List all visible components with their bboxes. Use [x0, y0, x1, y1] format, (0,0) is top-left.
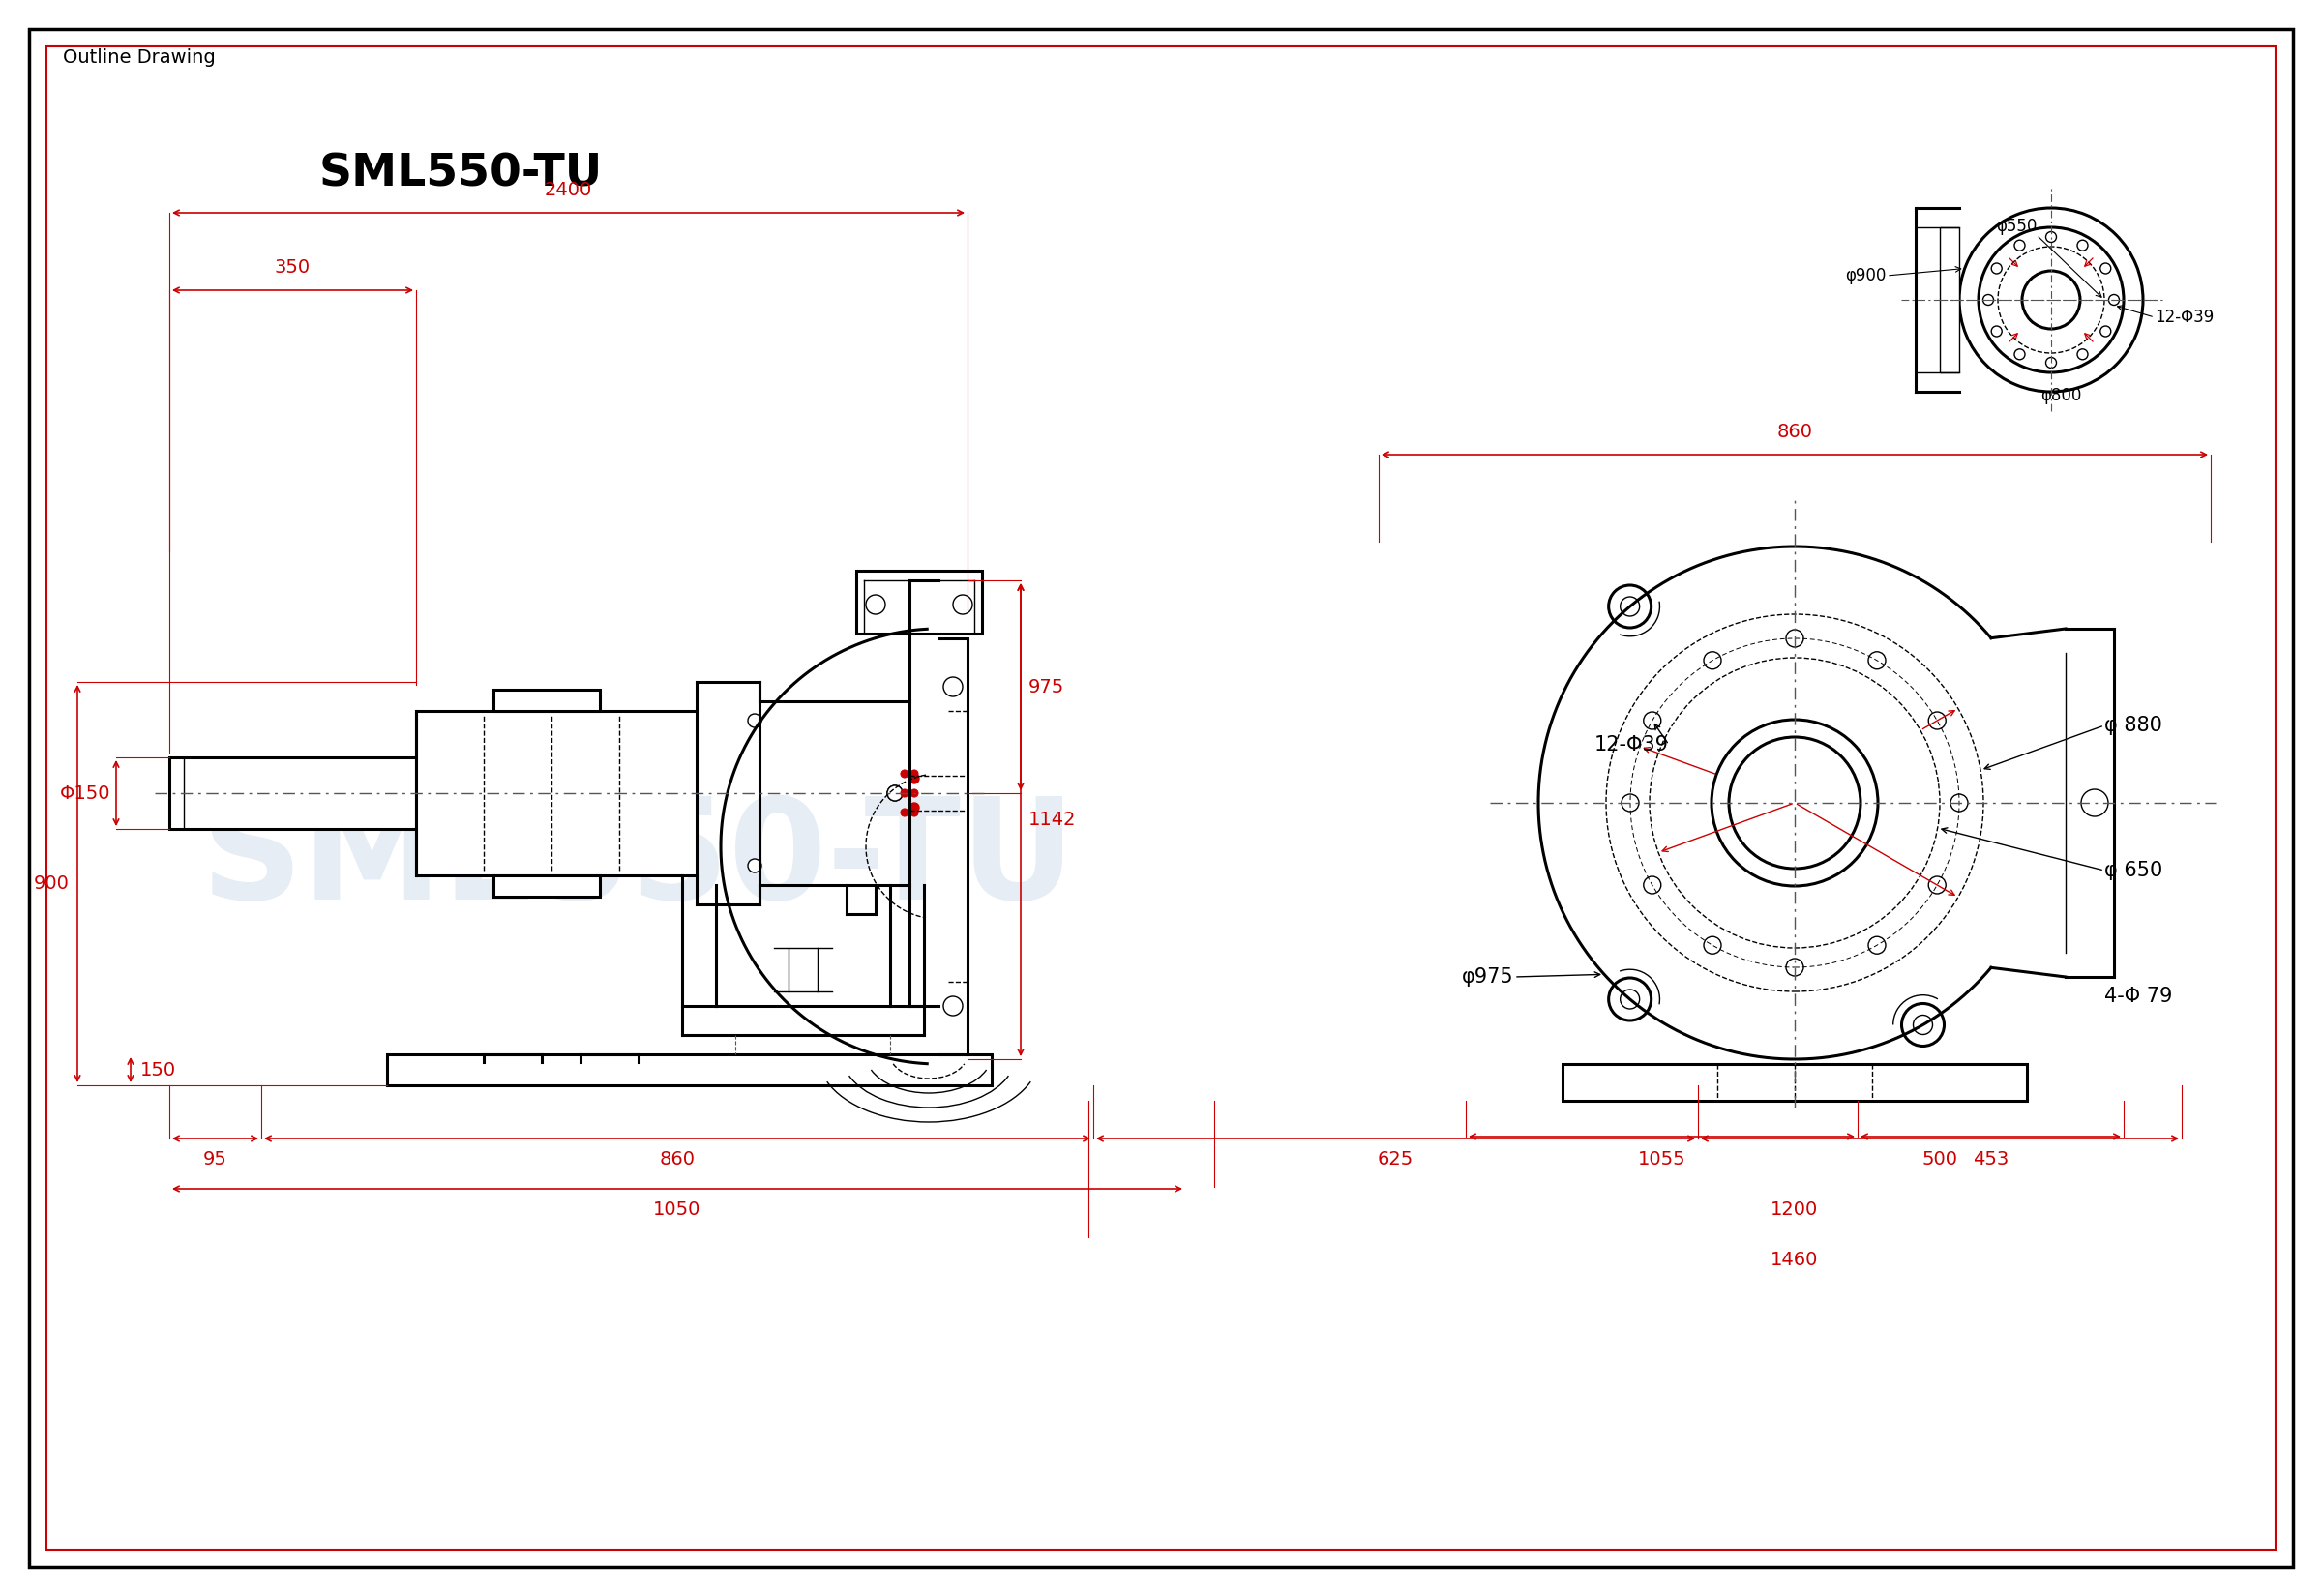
Circle shape: [1869, 937, 1885, 954]
Circle shape: [1704, 651, 1721, 669]
Circle shape: [1786, 959, 1804, 977]
Circle shape: [1704, 937, 1721, 954]
Bar: [416, 710, 697, 875]
Circle shape: [2022, 271, 2081, 329]
Circle shape: [2099, 326, 2111, 337]
Text: 500: 500: [1923, 1151, 1957, 1168]
Circle shape: [887, 785, 903, 801]
Text: SML550-TU: SML550-TU: [202, 793, 1075, 929]
Circle shape: [952, 595, 973, 614]
Circle shape: [2099, 263, 2111, 275]
Circle shape: [2108, 295, 2120, 305]
Bar: [1939, 227, 1960, 372]
Text: 2400: 2400: [546, 180, 592, 200]
Text: 975: 975: [1029, 678, 1063, 696]
Circle shape: [1644, 876, 1660, 894]
Circle shape: [1930, 712, 1946, 729]
Circle shape: [866, 595, 885, 614]
Text: 453: 453: [1974, 1151, 2009, 1168]
Text: 350: 350: [274, 259, 311, 276]
Circle shape: [901, 809, 908, 817]
Text: 1142: 1142: [1029, 811, 1077, 828]
Text: Outline Drawing: Outline Drawing: [63, 48, 216, 67]
Bar: [495, 689, 599, 710]
Circle shape: [910, 809, 917, 817]
Circle shape: [1869, 651, 1885, 669]
Text: 12-Φ39: 12-Φ39: [2155, 308, 2213, 326]
Circle shape: [1983, 295, 1995, 305]
Circle shape: [2081, 790, 2108, 817]
Text: 900: 900: [35, 875, 70, 892]
Text: φ975: φ975: [1463, 967, 1514, 986]
Circle shape: [1950, 795, 1969, 811]
Circle shape: [887, 785, 903, 801]
Circle shape: [1913, 1015, 1932, 1034]
Circle shape: [1992, 326, 2002, 337]
Bar: [857, 571, 982, 634]
Text: 860: 860: [659, 1151, 694, 1168]
Circle shape: [2078, 350, 2087, 359]
Text: φ900: φ900: [1846, 267, 1885, 284]
Text: φ550: φ550: [1995, 217, 2036, 235]
Text: 1460: 1460: [1772, 1251, 1818, 1269]
Circle shape: [2046, 231, 2057, 243]
Circle shape: [910, 774, 920, 784]
Text: φ 650: φ 650: [2104, 860, 2162, 881]
Circle shape: [1609, 978, 1651, 1020]
Circle shape: [2015, 239, 2025, 251]
Text: φ 880: φ 880: [2104, 715, 2162, 736]
Text: 1050: 1050: [652, 1200, 701, 1219]
Circle shape: [2046, 358, 2057, 369]
Bar: [170, 758, 416, 828]
Circle shape: [748, 859, 762, 873]
Text: φ800: φ800: [2041, 386, 2081, 404]
Bar: [388, 1055, 991, 1085]
Circle shape: [1621, 597, 1639, 616]
Circle shape: [1992, 263, 2002, 275]
Circle shape: [901, 790, 908, 796]
Text: Φ150: Φ150: [60, 784, 111, 803]
Circle shape: [943, 996, 964, 1015]
Circle shape: [1621, 990, 1639, 1009]
Text: 4-Φ 79: 4-Φ 79: [2104, 986, 2173, 1005]
Circle shape: [901, 769, 908, 777]
Circle shape: [2078, 239, 2087, 251]
Text: 150: 150: [139, 1061, 176, 1079]
Circle shape: [2015, 350, 2025, 359]
Circle shape: [943, 677, 964, 696]
Circle shape: [910, 803, 920, 812]
Circle shape: [910, 769, 917, 777]
Circle shape: [1730, 737, 1860, 868]
Bar: [1563, 1065, 2027, 1101]
Text: 12-Φ39: 12-Φ39: [1595, 736, 1670, 755]
Bar: [495, 875, 599, 897]
Text: 1055: 1055: [1637, 1151, 1686, 1168]
Circle shape: [1644, 712, 1660, 729]
Circle shape: [1609, 586, 1651, 627]
Circle shape: [1621, 795, 1639, 811]
Circle shape: [1786, 630, 1804, 646]
Circle shape: [1930, 876, 1946, 894]
Text: 95: 95: [204, 1151, 228, 1168]
Text: 1200: 1200: [1772, 1200, 1818, 1219]
Text: 625: 625: [1377, 1151, 1414, 1168]
Circle shape: [910, 790, 917, 796]
Circle shape: [1902, 1004, 1944, 1045]
Circle shape: [748, 713, 762, 728]
Text: SML550-TU: SML550-TU: [320, 152, 604, 196]
Text: 860: 860: [1776, 423, 1813, 440]
